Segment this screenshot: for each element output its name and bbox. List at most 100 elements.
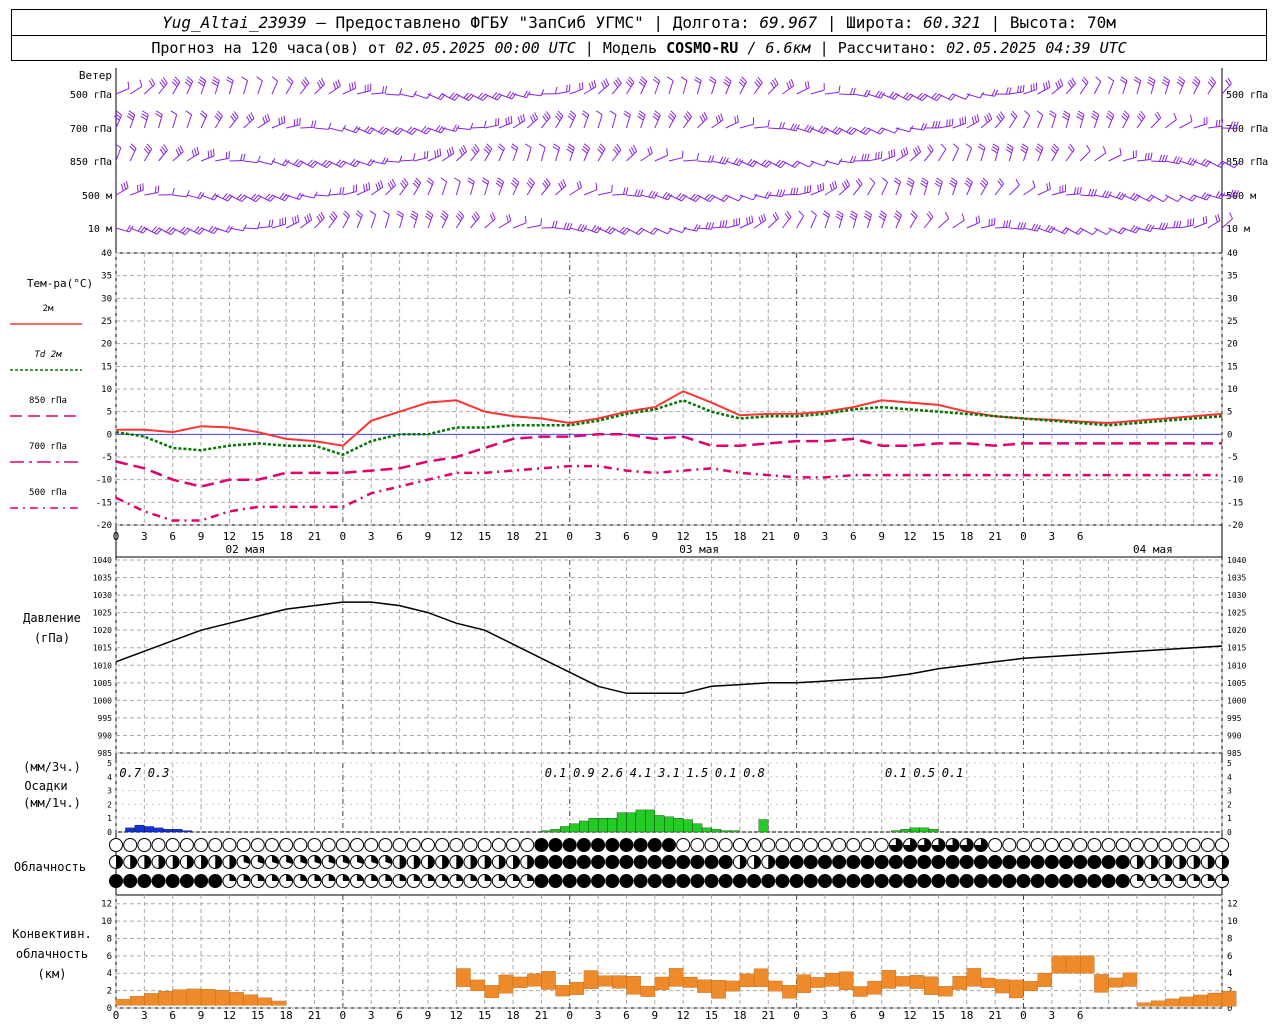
wind-barb <box>538 143 546 162</box>
wind-barb-feather <box>622 187 626 195</box>
wind-barb-feather <box>723 196 730 202</box>
conv-cloud-bar <box>1179 996 1194 1007</box>
wind-barb-feather <box>1005 87 1009 95</box>
cloud-circle <box>335 838 350 852</box>
cloud-circle <box>747 838 762 852</box>
wind-barb-feather <box>900 149 904 157</box>
wind-barb-feather <box>992 143 1000 148</box>
wind-barb-feather <box>616 144 622 151</box>
wind-level-label-right: 10 м <box>1226 224 1250 235</box>
wind-barb-feather <box>454 177 461 182</box>
cloud-fill <box>342 874 350 881</box>
cloud-cover-symbol <box>1186 855 1201 869</box>
wind-barb-feather <box>412 182 419 189</box>
wind-barb-feather <box>1154 113 1160 121</box>
wind-barb-shaft <box>314 127 329 130</box>
wind-barb <box>612 226 630 235</box>
cloud-fill <box>1116 874 1130 888</box>
cloud-fill <box>109 874 123 888</box>
cloud-fill <box>931 838 945 852</box>
wind-barb <box>753 159 772 168</box>
wind-barb-feather <box>210 149 212 157</box>
lon-label: Долгота: <box>672 13 750 32</box>
cloud-cover-symbol <box>109 838 123 852</box>
wind-barb <box>1008 110 1018 129</box>
cloud-fill <box>549 855 563 869</box>
wind-barb-feather <box>1215 190 1220 198</box>
wind-barb-feather <box>962 117 964 125</box>
wind-barb-shaft <box>215 194 229 202</box>
wind-barb-feather <box>926 213 932 220</box>
cloud-cover-symbol <box>1200 874 1215 888</box>
cloud-circle <box>392 838 407 852</box>
precip-bar-green <box>635 809 646 833</box>
wind-barb-feather <box>1148 76 1156 81</box>
wind-barb-feather <box>760 214 764 222</box>
wind-barb-feather <box>1202 216 1205 224</box>
wind-barb-feather <box>568 112 575 119</box>
wind-barb-feather <box>784 213 790 220</box>
wind-barb <box>1151 154 1168 163</box>
x-tick-label: 21 <box>535 530 548 543</box>
wind-barb-feather <box>880 92 886 99</box>
wind-barb-shaft <box>753 82 763 95</box>
cloud-cover-symbol <box>279 855 294 869</box>
cloud-cover-symbol <box>917 838 932 852</box>
wind-barb-feather <box>143 148 150 155</box>
wind-barb-feather <box>383 210 390 215</box>
cloud-circle <box>378 838 393 852</box>
wind-barb-feather <box>471 215 477 222</box>
cloud-circle <box>1215 838 1229 852</box>
wind-barb <box>300 213 313 229</box>
cloud-cover-symbol <box>420 838 435 852</box>
cloud-cover-symbol <box>803 874 818 888</box>
x-tick-label: 12 <box>223 530 236 543</box>
wind-barb-shaft <box>966 93 981 99</box>
wind-barb-feather <box>312 162 318 168</box>
wind-barb-feather <box>424 215 432 221</box>
wind-barb-feather <box>695 196 701 202</box>
wind-barb-feather <box>794 162 800 168</box>
x-tick-label-bottom: 6 <box>1077 1009 1084 1022</box>
precip-bar-green <box>909 827 920 833</box>
wind-barb <box>229 153 246 162</box>
x-tick-label-bottom: 15 <box>932 1009 945 1022</box>
wind-barb <box>1193 215 1208 229</box>
wind-barb <box>527 218 542 229</box>
conv-cloud-bar <box>257 997 273 1006</box>
wind-barb <box>256 76 263 95</box>
wind-barb <box>725 115 739 129</box>
wind-barb-shaft <box>1221 160 1235 169</box>
wind-barb-feather <box>706 194 713 201</box>
cloud-fill <box>442 855 449 869</box>
cloud-fill <box>314 874 322 881</box>
cloud-cover-symbol <box>988 838 1003 852</box>
cloud-cover-symbol <box>520 838 535 852</box>
cloud-cover-symbol <box>1059 855 1074 869</box>
cloud-cover-symbol <box>817 874 832 888</box>
cloud-cover-symbol <box>903 874 918 888</box>
wind-barb <box>143 143 153 162</box>
press-ytick-left: 995 <box>98 714 113 723</box>
wind-barb-feather <box>1020 148 1027 154</box>
wind-barb-feather <box>634 189 638 197</box>
wind-barb <box>1207 160 1226 168</box>
wind-barb-feather <box>1130 225 1136 232</box>
wind-barb <box>1191 76 1201 95</box>
wind-barb-feather <box>579 180 583 188</box>
wind-barb-shaft <box>186 81 194 95</box>
wind-barb-feather <box>722 220 725 228</box>
wind-barb-feather <box>394 127 401 134</box>
wind-barb-feather <box>746 217 749 225</box>
wind-barb <box>595 110 603 129</box>
wind-barb-feather <box>213 76 220 82</box>
cloud-cover-symbol <box>350 855 365 869</box>
cloud-cover-symbol <box>718 874 733 888</box>
wind-barb-feather <box>248 113 253 121</box>
wind-barb <box>412 177 422 196</box>
x-tick-label-bottom: 12 <box>223 1009 236 1022</box>
conv-cloud-bar <box>1207 992 1223 1007</box>
wind-barb-feather <box>384 85 388 94</box>
cloud-cover-symbol <box>1144 874 1159 888</box>
wind-barb <box>314 159 333 169</box>
